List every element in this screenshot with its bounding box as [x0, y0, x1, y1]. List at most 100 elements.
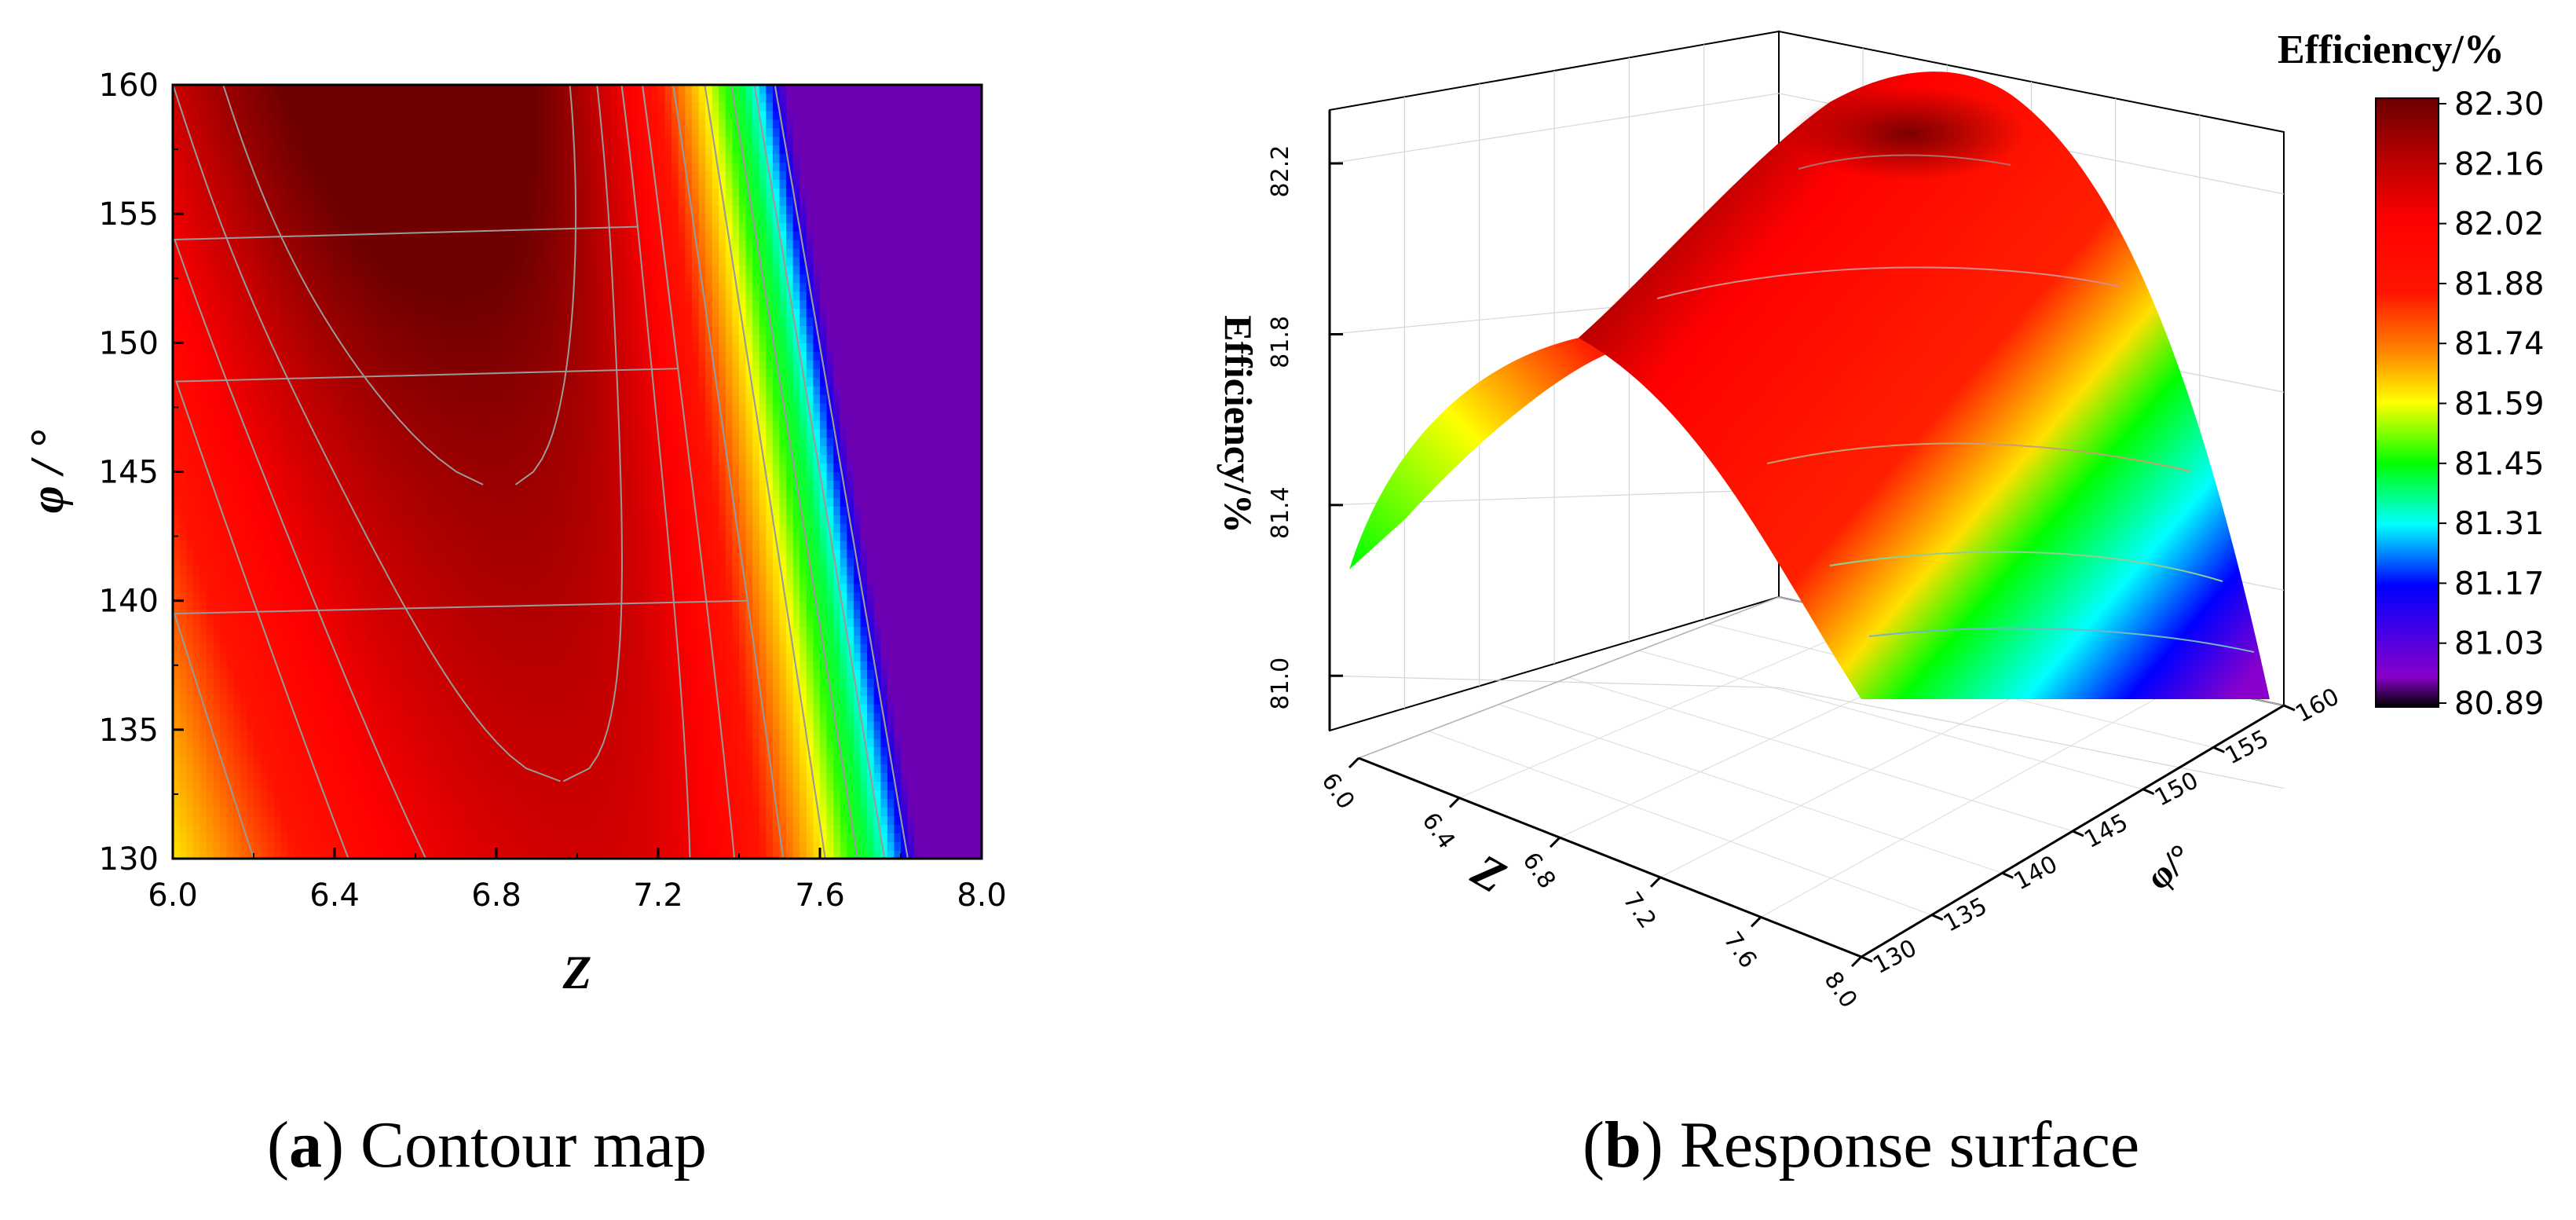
contour-cell	[496, 428, 504, 438]
contour-cell	[510, 790, 518, 799]
contour-cell	[375, 291, 382, 301]
contour-cell	[307, 93, 315, 103]
contour-cell	[408, 351, 416, 361]
contour-cell	[408, 815, 416, 825]
contour-cell	[456, 841, 463, 851]
contour-cell	[529, 402, 538, 412]
contour-cell	[267, 523, 275, 533]
contour-cell	[408, 119, 416, 129]
contour-cell	[179, 729, 187, 739]
contour-cell	[422, 256, 430, 266]
contour-cell	[382, 609, 390, 619]
contour-cell	[415, 428, 423, 438]
contour-cell	[354, 231, 362, 240]
contour-cell	[510, 497, 518, 507]
contour-cell	[287, 695, 295, 705]
contour-cell	[476, 196, 484, 206]
contour-cell	[199, 334, 207, 343]
contour-cell	[529, 386, 538, 395]
contour-cell	[301, 506, 309, 515]
contour-cell	[529, 497, 538, 507]
contour-cell	[192, 351, 200, 361]
contour-cell	[415, 136, 423, 146]
contour-cell	[382, 678, 390, 687]
contour-cell	[442, 652, 450, 661]
contour-cell	[186, 600, 194, 610]
contour-cell	[448, 85, 457, 94]
contour-cell	[489, 214, 497, 223]
contour-cell	[463, 540, 470, 550]
contour-cell	[523, 162, 531, 172]
contour-cell	[233, 523, 241, 533]
contour-cell	[422, 704, 430, 713]
contour-cell	[220, 549, 228, 559]
contour-cell	[482, 746, 491, 757]
contour-cell	[240, 101, 248, 112]
contour-cell	[489, 850, 497, 859]
contour-cell	[213, 704, 221, 713]
contour-cell	[469, 256, 477, 266]
contour-cell	[543, 669, 551, 679]
contour-cell	[226, 704, 234, 713]
contour-cell	[401, 738, 410, 748]
contour-cell	[260, 170, 268, 180]
contour-cell	[476, 411, 484, 421]
contour-cell	[361, 652, 369, 661]
contour-cell	[456, 291, 463, 301]
contour-cell	[226, 746, 234, 757]
contour-cell	[489, 600, 497, 610]
contour-cell	[273, 85, 281, 94]
contour-cell	[247, 764, 254, 774]
contour-cell	[192, 540, 200, 550]
contour-cell	[179, 445, 187, 456]
contour-cell	[348, 119, 356, 129]
contour-cell	[516, 471, 524, 482]
contour-cell	[408, 454, 416, 464]
contour-cell	[382, 411, 390, 421]
contour-cell	[226, 368, 234, 378]
contour-cell	[510, 807, 518, 816]
contour-cell	[395, 617, 403, 628]
contour-cell	[523, 428, 531, 438]
contour-cell	[375, 549, 382, 559]
contour-cell	[199, 652, 207, 661]
contour-cell	[482, 824, 491, 833]
contour-cell	[476, 463, 484, 473]
contour-cell	[226, 480, 234, 489]
contour-cell	[422, 247, 430, 258]
contour-cell	[523, 583, 531, 593]
contour-cell	[314, 824, 322, 833]
contour-cell	[529, 145, 538, 155]
contour-cell	[320, 635, 329, 644]
contour-cell	[415, 669, 423, 679]
contour-cell	[388, 334, 396, 343]
contour-cell	[429, 411, 437, 421]
contour-cell	[254, 833, 262, 842]
contour-cell	[448, 738, 457, 748]
contour-cell	[422, 394, 430, 404]
contour-cell	[173, 781, 181, 791]
contour-cell	[287, 273, 295, 284]
contour-cell	[294, 428, 302, 438]
contour-cell	[463, 247, 470, 258]
contour-cell	[395, 419, 403, 430]
contour-cell	[226, 661, 234, 670]
contour-cell	[422, 299, 430, 310]
contour-cell	[476, 273, 484, 284]
contour-cell	[529, 214, 538, 223]
contour-cell	[179, 592, 187, 602]
contour-cell	[388, 428, 396, 438]
contour-cell	[301, 222, 309, 232]
contour-cell	[327, 368, 335, 378]
contour-cell	[476, 729, 484, 739]
contour-cell	[233, 712, 241, 722]
contour-cell	[320, 617, 329, 628]
contour-cell	[361, 626, 369, 636]
contour-cell	[280, 445, 288, 456]
contour-cell	[482, 781, 491, 791]
contour-cell	[247, 377, 254, 387]
contour-cell	[314, 850, 322, 859]
contour-cell	[469, 480, 477, 489]
contour-cell	[226, 695, 234, 705]
contour-cell	[408, 402, 416, 412]
